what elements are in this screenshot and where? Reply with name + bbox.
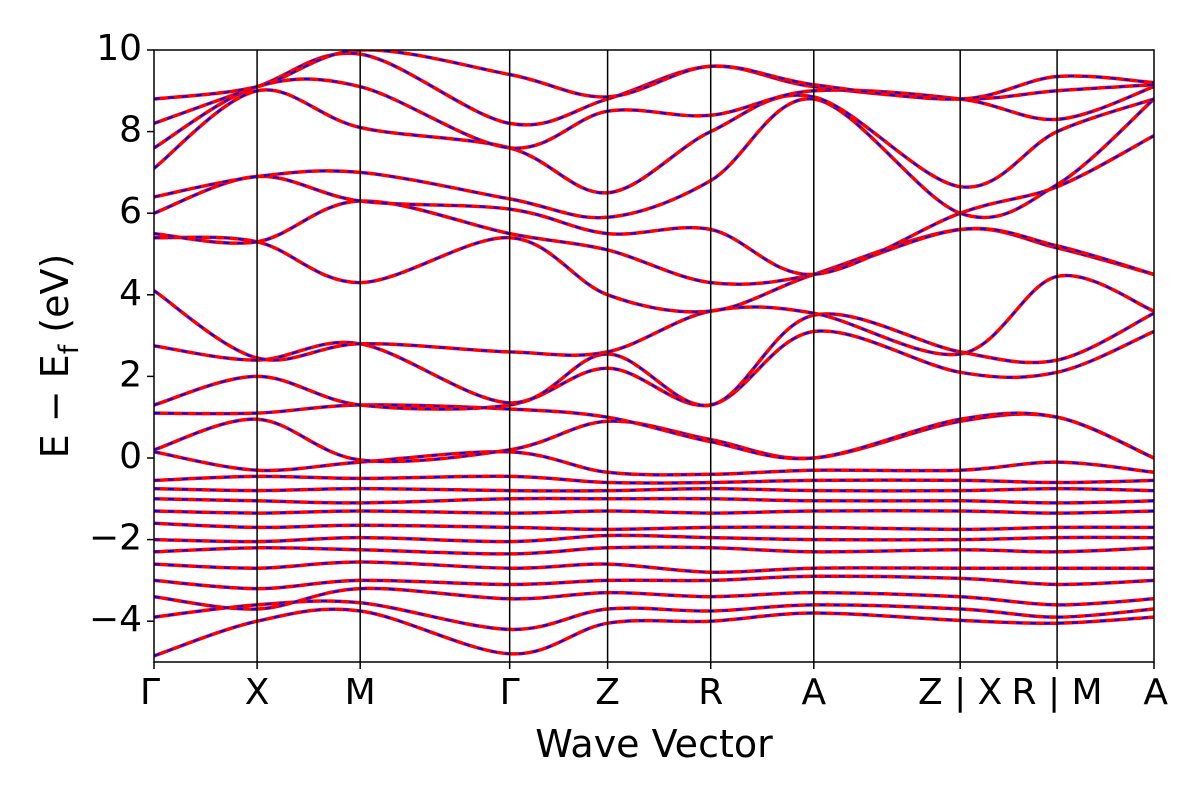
y-tick-label: −2 xyxy=(89,518,142,559)
band-line-dashed-18 xyxy=(154,274,1154,362)
y-tick-label: 4 xyxy=(119,273,142,314)
x-tick-label: A xyxy=(1143,672,1168,713)
y-axis-label-subscript: f xyxy=(54,343,85,354)
y-axis-label-unit: (eV) xyxy=(33,254,77,345)
x-tick-label: Γ xyxy=(140,672,160,713)
y-axis-ticks: −4 −2 0 2 4 6 8 10 xyxy=(89,28,154,640)
x-tick-label: R xyxy=(698,672,723,713)
y-tick-label: −4 xyxy=(89,599,142,640)
band-line-dashed-15 xyxy=(154,403,1154,460)
band-line-dashed-7 xyxy=(154,534,1154,543)
band-line-dashed-10 xyxy=(154,497,1154,504)
band-line-dashed-5 xyxy=(154,560,1154,574)
band-line-dashed-8 xyxy=(154,522,1154,531)
y-tick-label: 6 xyxy=(119,191,142,232)
x-axis-label: Wave Vector xyxy=(535,722,773,766)
x-tick-label: R | M xyxy=(1012,672,1103,713)
band-line-dashed-21 xyxy=(154,134,1154,276)
y-tick-label: 10 xyxy=(96,28,142,69)
band-line-dashed-6 xyxy=(154,546,1154,555)
band-line-dashed-3 xyxy=(154,587,1154,611)
y-tick-label: 0 xyxy=(119,436,142,477)
band-line-dashed-11 xyxy=(154,487,1154,492)
x-tick-label: Z xyxy=(595,672,620,713)
band-line-dashed-25 xyxy=(154,52,1154,126)
band-line-dashed-24 xyxy=(154,78,1154,150)
band-line-9 xyxy=(154,509,1154,515)
y-tick-label: 8 xyxy=(119,110,142,151)
band-line-1 xyxy=(154,607,1154,658)
y-axis-label-main: E − E xyxy=(33,354,77,458)
x-tick-label: Γ xyxy=(500,672,520,713)
x-tick-label: A xyxy=(801,672,826,713)
x-tick-label: M xyxy=(345,672,376,713)
bands-layer xyxy=(154,50,1154,658)
band-line-dashed-4 xyxy=(154,575,1154,590)
x-tick-label: X xyxy=(245,672,270,713)
band-line-dashed-22 xyxy=(154,97,1154,219)
x-tick-label: Z | X xyxy=(918,672,1002,713)
band-line-dashed-23 xyxy=(154,88,1154,194)
band-line-dashed-2 xyxy=(154,600,1154,631)
band-line-dashed-12 xyxy=(154,475,1154,485)
y-tick-label: 2 xyxy=(119,354,142,395)
high-symmetry-lines xyxy=(256,50,1058,662)
band-line-dashed-13 xyxy=(154,450,1154,476)
band-line-11 xyxy=(154,486,1154,493)
band-line-26 xyxy=(154,50,1154,101)
band-line-dashed-17 xyxy=(154,312,1154,407)
band-line-20 xyxy=(154,199,1154,287)
plot-frame xyxy=(153,49,1155,663)
band-line-dashed-16 xyxy=(154,330,1154,411)
band-line-dashed-9 xyxy=(154,509,1154,515)
y-axis-label: E − Ef (eV) xyxy=(33,254,85,459)
